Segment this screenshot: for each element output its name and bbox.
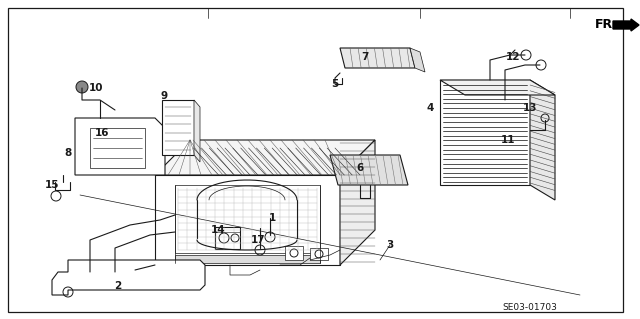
Bar	[90, 128, 145, 168]
Text: 13: 13	[523, 103, 537, 113]
Text: FR.: FR.	[595, 19, 618, 32]
Text: 9: 9	[161, 91, 168, 101]
Text: 8: 8	[65, 148, 72, 158]
Polygon shape	[155, 140, 375, 175]
Text: 10: 10	[89, 83, 103, 93]
Text: 6: 6	[356, 163, 364, 173]
Text: 1: 1	[268, 213, 276, 223]
Circle shape	[76, 81, 88, 93]
Polygon shape	[530, 80, 555, 200]
Text: 16: 16	[95, 128, 109, 138]
Text: 12: 12	[506, 52, 520, 62]
Polygon shape	[440, 80, 530, 185]
Text: 15: 15	[45, 180, 60, 190]
Bar	[215, 227, 240, 249]
Text: 2: 2	[115, 281, 122, 291]
Polygon shape	[340, 140, 375, 265]
Text: 17: 17	[251, 235, 266, 245]
Text: 11: 11	[500, 135, 515, 145]
Polygon shape	[194, 100, 200, 162]
Polygon shape	[330, 155, 408, 185]
Bar	[285, 246, 303, 260]
Polygon shape	[410, 48, 425, 72]
Polygon shape	[155, 175, 340, 265]
Text: 5: 5	[332, 79, 339, 89]
Text: 4: 4	[426, 103, 434, 113]
Text: 3: 3	[387, 240, 394, 250]
Text: 14: 14	[211, 225, 225, 235]
Text: 7: 7	[362, 52, 369, 62]
Bar	[175, 255, 320, 263]
FancyArrow shape	[613, 19, 639, 31]
Polygon shape	[440, 80, 555, 95]
Bar	[175, 185, 320, 253]
Polygon shape	[75, 118, 165, 175]
Polygon shape	[52, 260, 205, 295]
Text: SE03-01703: SE03-01703	[502, 302, 557, 311]
Bar	[162, 100, 194, 155]
Polygon shape	[340, 48, 415, 68]
Bar	[310, 248, 328, 260]
